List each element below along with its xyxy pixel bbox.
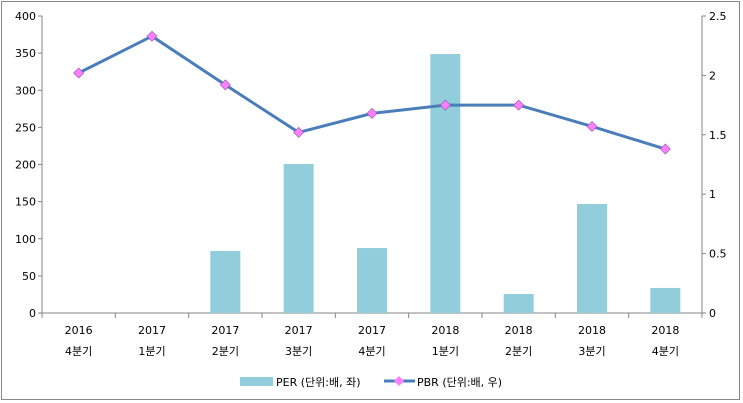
left-tick-label: 250 (15, 121, 36, 134)
x-tick-label-year: 2017 (211, 324, 239, 337)
x-tick-label-quarter: 4분기 (358, 345, 385, 358)
right-tick-label: 1 (709, 188, 716, 201)
left-tick-label: 350 (15, 47, 36, 60)
x-tick-label-year: 2017 (358, 324, 386, 337)
pbr-point (366, 107, 378, 119)
pbr-point (146, 30, 158, 42)
x-tick-label-quarter: 1분기 (138, 345, 165, 358)
pbr-point (659, 143, 671, 155)
per-bar (357, 248, 387, 313)
legend-pbr-marker (394, 376, 404, 386)
per-bar (577, 204, 607, 313)
left-tick-label: 150 (15, 196, 36, 209)
per-bar (210, 251, 241, 313)
left-tick-label: 300 (15, 84, 36, 97)
x-tick-label-year: 2017 (285, 324, 313, 337)
x-tick-label-quarter: 3분기 (285, 345, 312, 358)
right-tick-label: 2 (709, 69, 716, 82)
per-bar (283, 163, 314, 313)
x-tick-label-quarter: 2분기 (505, 345, 532, 358)
right-tick-label: 2.5 (709, 10, 727, 23)
pbr-point (73, 67, 85, 79)
x-tick-label-year: 2018 (578, 324, 606, 337)
x-tick-label-quarter: 1분기 (432, 345, 459, 358)
x-tick-label-year: 2018 (651, 324, 679, 337)
x-tick-label-year: 2018 (505, 324, 533, 337)
pbr-point (586, 120, 598, 132)
x-tick-label-year: 2017 (138, 324, 166, 337)
left-tick-label: 100 (15, 233, 36, 246)
legend-per-swatch (240, 377, 273, 386)
right-tick-label: 0 (709, 307, 716, 320)
left-tick-label: 0 (29, 307, 36, 320)
pbr-point (293, 126, 305, 138)
legend-pbr-label: PBR (단위:배, 우) (417, 376, 502, 389)
left-tick-label: 400 (15, 10, 36, 23)
right-tick-label: 1.5 (709, 129, 727, 142)
left-tick-label: 50 (22, 270, 36, 283)
pbr-point (513, 99, 525, 111)
pbr-line (77, 34, 666, 151)
x-tick-label-year: 2016 (65, 324, 93, 337)
x-tick-label-quarter: 4분기 (65, 345, 92, 358)
pbr-point (439, 99, 451, 111)
per-bar (430, 54, 461, 314)
per-bar (650, 287, 681, 313)
left-tick-label: 200 (15, 159, 36, 172)
x-tick-label-year: 2018 (431, 324, 459, 337)
x-tick-label-quarter: 2분기 (212, 345, 239, 358)
x-tick-label-quarter: 4분기 (652, 345, 679, 358)
x-tick-label-quarter: 3분기 (578, 345, 605, 358)
pbr-point (219, 79, 231, 91)
per-bar (503, 293, 534, 313)
legend-per-label: PER (단위:배, 좌) (276, 376, 361, 389)
right-tick-label: 0.5 (709, 248, 727, 261)
